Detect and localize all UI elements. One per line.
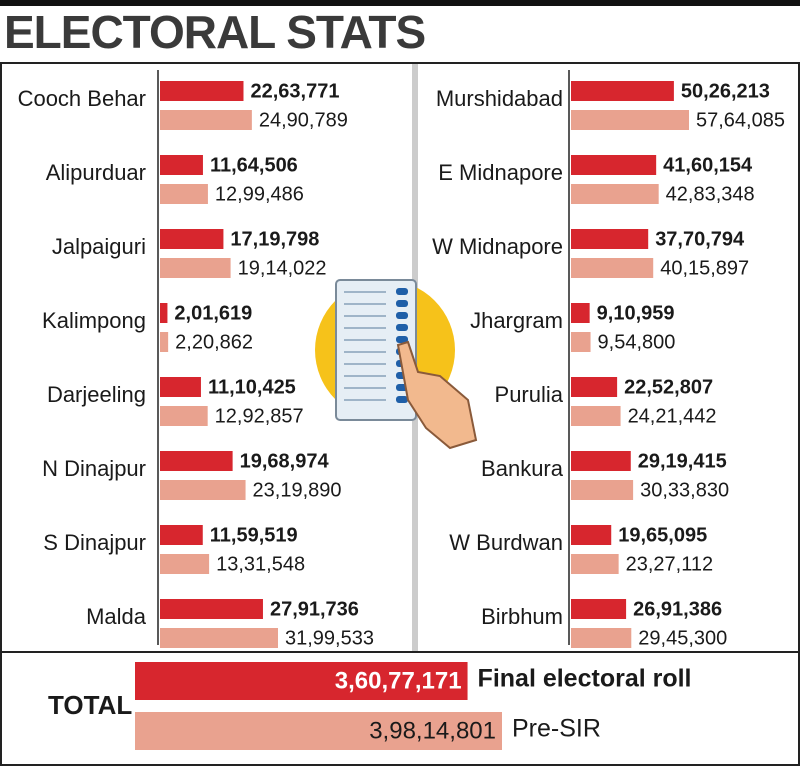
category-label: W Midnapore [432,234,563,259]
bar [571,332,591,352]
value-label: 11,59,519 [210,524,298,546]
bar [135,712,502,750]
bar [160,184,208,204]
bar [160,377,201,397]
value-label: 9,54,800 [598,331,676,353]
bar [571,184,659,204]
value-label: 9,10,959 [597,302,675,324]
value-label: 37,70,794 [655,228,745,250]
value-label: 26,91,386 [633,598,722,620]
title: ELECTORAL STATS [4,6,425,58]
category-label: Cooch Behar [18,86,146,111]
bar [571,377,618,397]
bar [160,406,208,426]
value-label: 24,90,789 [259,109,348,131]
category-label: Alipurduar [46,160,146,185]
bar [160,480,246,500]
bar [571,81,674,101]
bar [160,155,203,175]
value-label: 3,60,77,171 [335,667,462,694]
series-label: Final electoral roll [478,665,692,693]
value-label: 11,64,506 [210,154,298,176]
bar [160,554,210,574]
bar [160,229,224,249]
bar [571,451,631,471]
category-label: Purulia [495,382,564,407]
category-label: TOTAL [48,690,132,720]
series-label: Pre-SIR [512,715,601,743]
value-label: 29,19,415 [638,450,727,472]
value-label: 19,14,022 [238,257,327,279]
bar [160,525,203,545]
bar [571,599,627,619]
bar [160,81,244,101]
value-label: 11,10,425 [208,376,296,398]
category-label: Malda [86,604,147,629]
category-label: S Dinajpur [43,530,146,555]
bar [160,110,252,130]
category-label: Bankura [481,456,564,481]
bar [571,110,689,130]
value-label: 50,26,213 [681,80,770,102]
bar [160,332,169,352]
value-label: 40,15,897 [660,257,749,279]
bar [571,258,654,278]
category-label: Murshidabad [436,86,563,111]
bar [571,229,649,249]
value-label: 3,98,14,801 [369,717,496,744]
bar [160,628,278,648]
value-label: 19,68,974 [240,450,330,472]
bar [571,628,632,648]
evm-illustration [315,279,478,450]
top-rule [0,0,800,6]
value-label: 27,91,736 [270,598,359,620]
category-label: Kalimpong [42,308,146,333]
bar [571,303,590,323]
bar [160,258,231,278]
category-label: Birbhum [481,604,563,629]
value-label: 22,63,771 [250,80,339,102]
bar [160,451,233,471]
value-label: 2,01,619 [174,302,252,324]
value-label: 30,33,830 [640,479,729,501]
category-label: N Dinajpur [42,456,146,481]
value-label: 23,27,112 [626,553,714,575]
value-label: 29,45,300 [638,627,727,649]
value-label: 24,21,442 [628,405,717,427]
value-label: 2,20,862 [175,331,253,353]
bar [571,554,619,574]
bar [571,406,621,426]
value-label: 12,99,486 [215,183,304,205]
category-label: Jhargram [470,308,563,333]
category-label: Darjeeling [47,382,146,407]
bar [160,599,263,619]
value-label: 23,19,890 [253,479,342,501]
frame [0,62,800,766]
bar [135,662,468,700]
category-label: Jalpaiguri [52,234,146,259]
bar [571,525,612,545]
value-label: 19,65,095 [618,524,707,546]
value-label: 57,64,085 [696,109,785,131]
category-label: W Burdwan [449,530,563,555]
value-label: 13,31,548 [216,553,305,575]
value-label: 22,52,807 [624,376,713,398]
value-label: 17,19,798 [230,228,319,250]
value-label: 31,99,533 [285,627,374,649]
value-label: 41,60,154 [663,154,753,176]
bar [160,303,168,323]
category-label: E Midnapore [438,160,563,185]
value-label: 42,83,348 [666,183,755,205]
bar [571,155,657,175]
value-label: 12,92,857 [215,405,304,427]
bar [571,480,634,500]
